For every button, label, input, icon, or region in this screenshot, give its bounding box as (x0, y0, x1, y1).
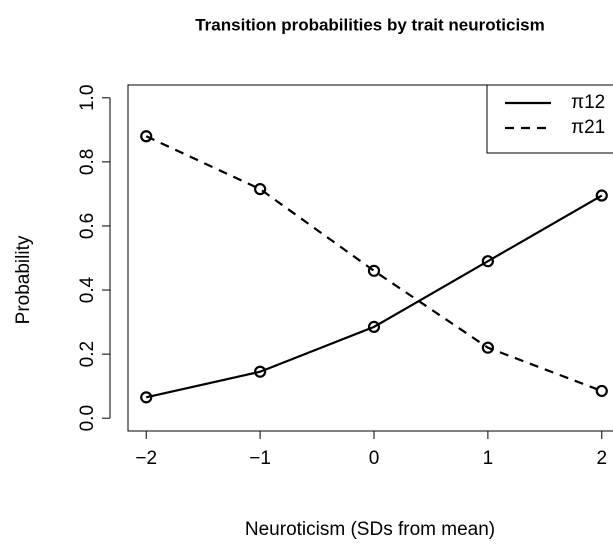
point (595, 189, 608, 202)
x-tick-label: 0 (369, 448, 380, 469)
y-tick-label: 0.0 (77, 405, 98, 431)
x-axis-label: Neuroticism (SDs from mean) (245, 519, 495, 540)
legend-box (486, 84, 613, 154)
y-tick-label: 0.4 (77, 276, 98, 303)
point (140, 391, 153, 404)
y-axis-label: Probability (13, 235, 34, 324)
point (254, 365, 267, 378)
point (140, 130, 153, 143)
x-tick-label: 2 (596, 448, 607, 469)
y-tick-label: 0.8 (77, 149, 98, 175)
point (481, 341, 494, 354)
point (595, 384, 608, 398)
x-tick-label: −2 (135, 448, 157, 469)
point (254, 183, 267, 196)
point (367, 320, 381, 333)
legend-label: π21 (571, 117, 605, 138)
series-line (145, 135, 603, 392)
point (367, 264, 381, 277)
y-tick-label: 0.6 (77, 213, 98, 239)
x-tick-label: 1 (483, 448, 494, 469)
point (481, 255, 494, 268)
chart-title: Transition probabilities by trait neurot… (195, 15, 545, 34)
y-tick-label: 0.2 (77, 341, 98, 367)
x-tick-label: −1 (249, 448, 271, 469)
series-line (145, 194, 603, 399)
legend-label: π12 (571, 92, 605, 113)
y-tick-label: 1.0 (77, 85, 98, 111)
